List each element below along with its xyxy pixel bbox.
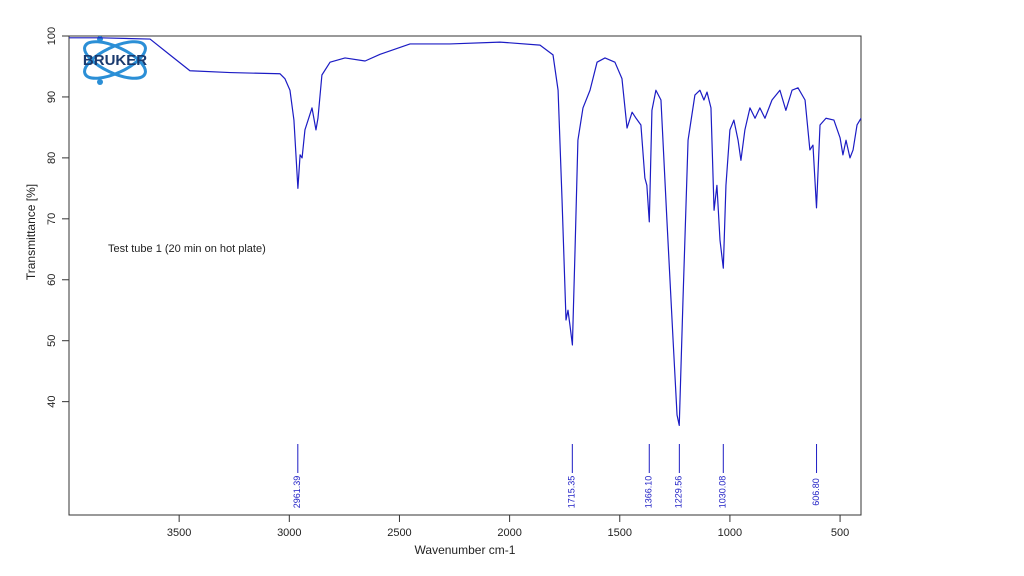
logo: BRUKER xyxy=(83,36,147,85)
x-tick-label: 500 xyxy=(831,527,849,539)
annotation: Test tube 1 (20 min on hot plate) xyxy=(108,243,266,255)
peak-label: 606.80 xyxy=(811,478,821,506)
peak-label: 1229.56 xyxy=(674,476,684,509)
y-tick-label: 80 xyxy=(46,152,58,164)
y-tick-label: 90 xyxy=(46,91,58,103)
x-tick-label: 1000 xyxy=(718,527,742,539)
x-tick-label: 3500 xyxy=(167,527,191,539)
y-tick-label: 60 xyxy=(46,274,58,286)
y-tick-label: 70 xyxy=(46,213,58,225)
peak-label: 2961.39 xyxy=(292,476,302,509)
y-tick-label: 50 xyxy=(46,335,58,347)
y-tick-label: 100 xyxy=(46,27,58,45)
x-tick-label: 1500 xyxy=(608,527,632,539)
peak-label: 1715.35 xyxy=(567,476,577,509)
plot-frame xyxy=(68,35,862,516)
logo-text: BRUKER xyxy=(83,52,147,69)
y-axis-label: Transmittance [%] xyxy=(24,184,38,280)
peak-label: 1366.10 xyxy=(644,476,654,509)
y-tick-label: 40 xyxy=(46,396,58,408)
spectrum-line xyxy=(69,37,862,427)
x-tick-label: 2500 xyxy=(387,527,411,539)
peak-label: 1030.08 xyxy=(718,476,728,509)
x-tick-label: 2000 xyxy=(497,527,521,539)
x-tick-label: 3000 xyxy=(277,527,301,539)
x-axis-label: Wavenumber cm-1 xyxy=(415,543,516,557)
